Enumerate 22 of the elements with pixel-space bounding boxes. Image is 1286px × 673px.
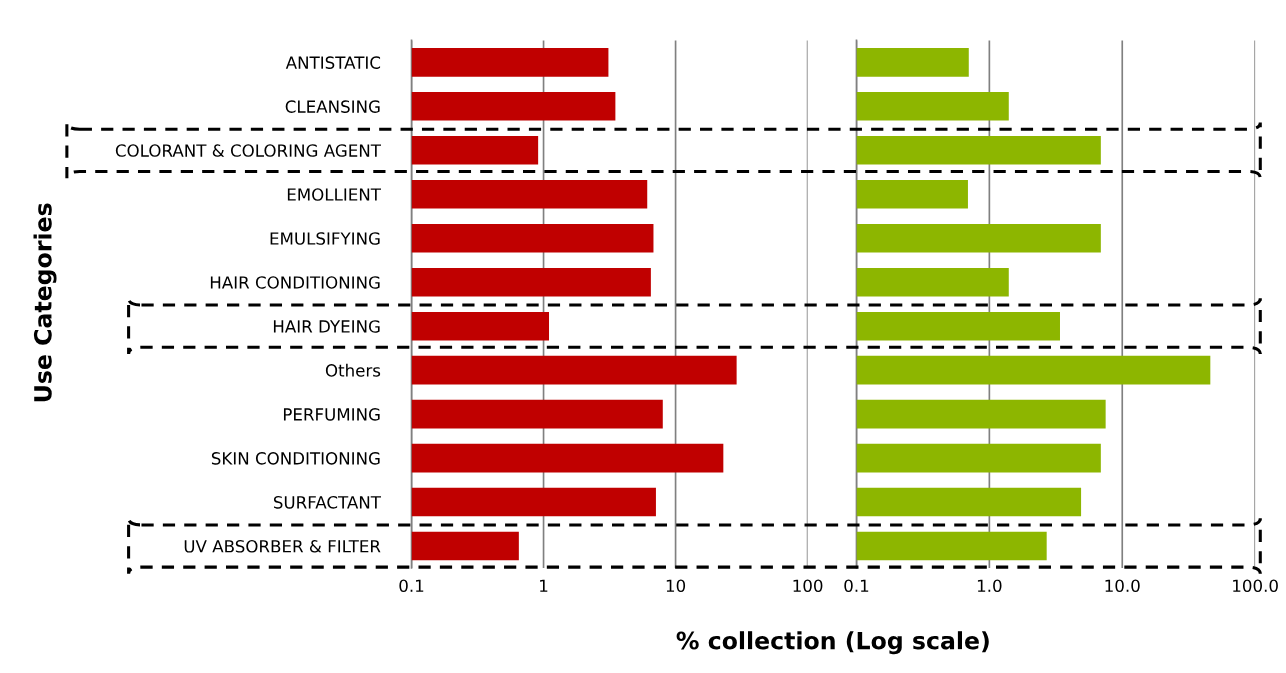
x-tick-label: 10.0 xyxy=(1105,579,1140,593)
y-tick-label: Others xyxy=(325,363,381,377)
x-tick-label: 1.0 xyxy=(977,579,1002,593)
y-tick-label: EMULSIFYING xyxy=(270,232,380,245)
y-tick-label: SKIN CONDITIONING xyxy=(211,452,380,465)
x-tick-label: 10 xyxy=(666,579,686,593)
y-tick-label: PERFUMING xyxy=(283,408,380,421)
y-tick-label: CLEANSING xyxy=(285,100,380,113)
x-tick-label: 0.1 xyxy=(844,579,869,593)
y-tick-label: EMOLLIENT xyxy=(287,188,382,201)
y-tick-label: SURFACTANT xyxy=(273,496,382,509)
x-tick-label: 100 xyxy=(793,579,823,593)
y-tick-label: UV ABSORBER & FILTER xyxy=(184,539,381,553)
x-axis-title: % collection (Log scale) xyxy=(676,631,989,655)
y-tick-label: HAIR CONDITIONING xyxy=(210,276,380,289)
x-tick-label: 0.1 xyxy=(399,579,424,593)
x-tick-label: 1 xyxy=(540,579,548,592)
y-tick-label: ANTISTATIC xyxy=(285,56,381,69)
y-axis-title: Use Categories xyxy=(33,203,57,402)
y-tick-label: HAIR DYEING xyxy=(273,320,380,333)
x-tick-label: 100.0 xyxy=(1233,579,1278,593)
y-tick-label: COLORANT & COLORING AGENT xyxy=(115,144,381,157)
